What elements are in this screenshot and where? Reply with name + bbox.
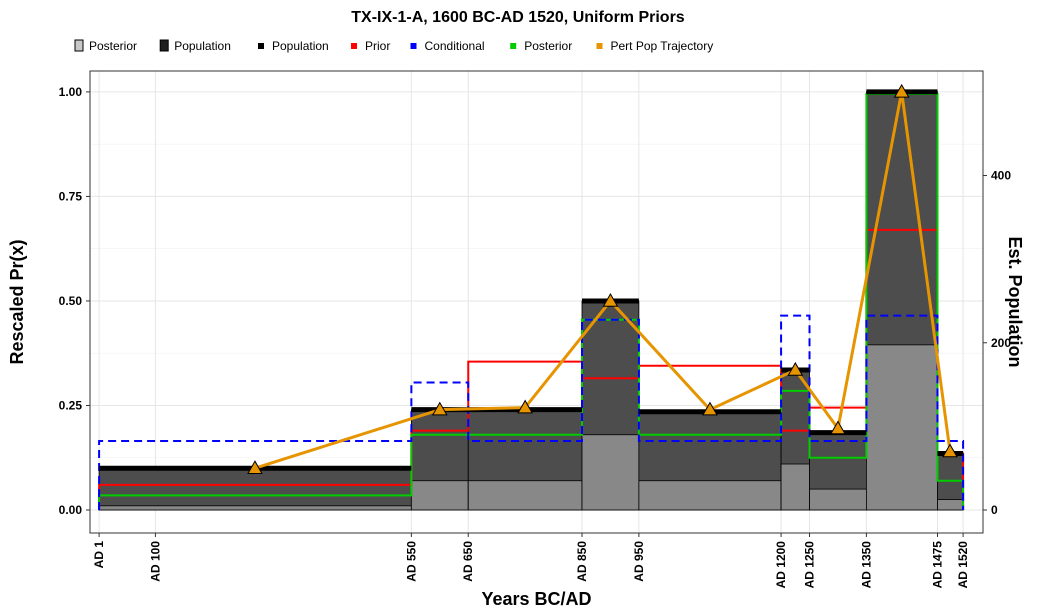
area-fills: [98, 91, 964, 511]
trajectory-point: [247, 460, 263, 474]
x-tick-label: AD 650: [461, 541, 475, 582]
y-tick-label: 0.25: [59, 398, 83, 412]
trajectory-series: [247, 83, 958, 474]
x-tick-label: AD 550: [404, 541, 418, 582]
trajectory-point: [517, 399, 533, 414]
y2-tick-label: 400: [991, 169, 1011, 183]
legend-line-key: [596, 43, 603, 49]
legend: Posterior Population Population Prior Condit…: [74, 39, 714, 53]
legend-line-label: Pert Pop Trajectory: [611, 39, 714, 53]
x-axis-title: Years BC/AD: [481, 589, 591, 609]
y-tick-label: 0.50: [59, 294, 83, 308]
legend-line-key: [258, 43, 264, 49]
legend-line-label: Conditional: [425, 39, 485, 53]
x-tick-label: AD 950: [632, 541, 646, 582]
x-tick-label: AD 100: [148, 541, 162, 582]
population-bar: [98, 467, 412, 511]
trajectory-point: [830, 420, 846, 435]
axes: 0.00 0.25 0.50 0.75 1.00 0 200 400 AD 1 AD 100 AD …: [59, 85, 1012, 588]
legend-fill-label: Population: [174, 39, 231, 53]
legend-line-label: Posterior: [524, 39, 572, 53]
legend-fill-label: Posterior: [89, 39, 137, 53]
legend-line-key: [510, 43, 517, 49]
x-tick-label: AD 1475: [930, 541, 944, 589]
trajectory-point: [702, 401, 718, 416]
plot-border: [89, 70, 984, 534]
trajectory-point: [787, 361, 804, 376]
trajectory-point: [602, 292, 619, 307]
posterior-bar: [98, 505, 412, 511]
legend-line-key: [351, 43, 357, 49]
prior-line: [98, 228, 965, 511]
posterior-bar: [865, 344, 938, 511]
posterior-bar: [937, 499, 964, 511]
legend-fill-key: [74, 39, 84, 52]
legend-line-label: Population: [272, 39, 329, 53]
y-tick-label: 0.75: [59, 189, 83, 203]
legend-line-label: Prior: [365, 39, 390, 53]
y-tick-label: 0.00: [59, 503, 83, 517]
legend-fill-key: [159, 39, 169, 52]
x-tick-label: AD 850: [575, 541, 589, 582]
y2-tick-label: 0: [991, 503, 998, 517]
x-tick-label: AD 1250: [803, 541, 817, 589]
posterior-bar: [410, 480, 469, 511]
conditional-line: [98, 314, 965, 511]
posterior-line: [98, 92, 965, 511]
chart-title: TX-IX-1-A, 1600 BC-AD 1520, Uniform Prio…: [351, 9, 685, 26]
y-axis-title: Rescaled Pr(x): [7, 239, 27, 364]
x-tick-label: AD 1: [92, 541, 106, 569]
y2-tick-label: 200: [991, 336, 1011, 350]
posterior-bar: [809, 488, 867, 511]
trajectory-point: [942, 443, 958, 458]
posterior-bar: [780, 463, 810, 511]
posterior-bar: [467, 480, 583, 511]
x-tick-label: AD 1520: [956, 541, 970, 589]
trajectory-point: [893, 83, 910, 98]
x-tick-label: AD 1350: [859, 541, 873, 589]
trajectory-point: [431, 401, 448, 416]
posterior-bar: [581, 434, 640, 511]
y-tick-label: 1.00: [59, 85, 83, 99]
x-tick-label: AD 1200: [774, 541, 788, 589]
posterior-bar: [638, 480, 782, 511]
y2-axis-title: Est. Population: [1005, 236, 1025, 367]
legend-line-key: [410, 43, 417, 49]
